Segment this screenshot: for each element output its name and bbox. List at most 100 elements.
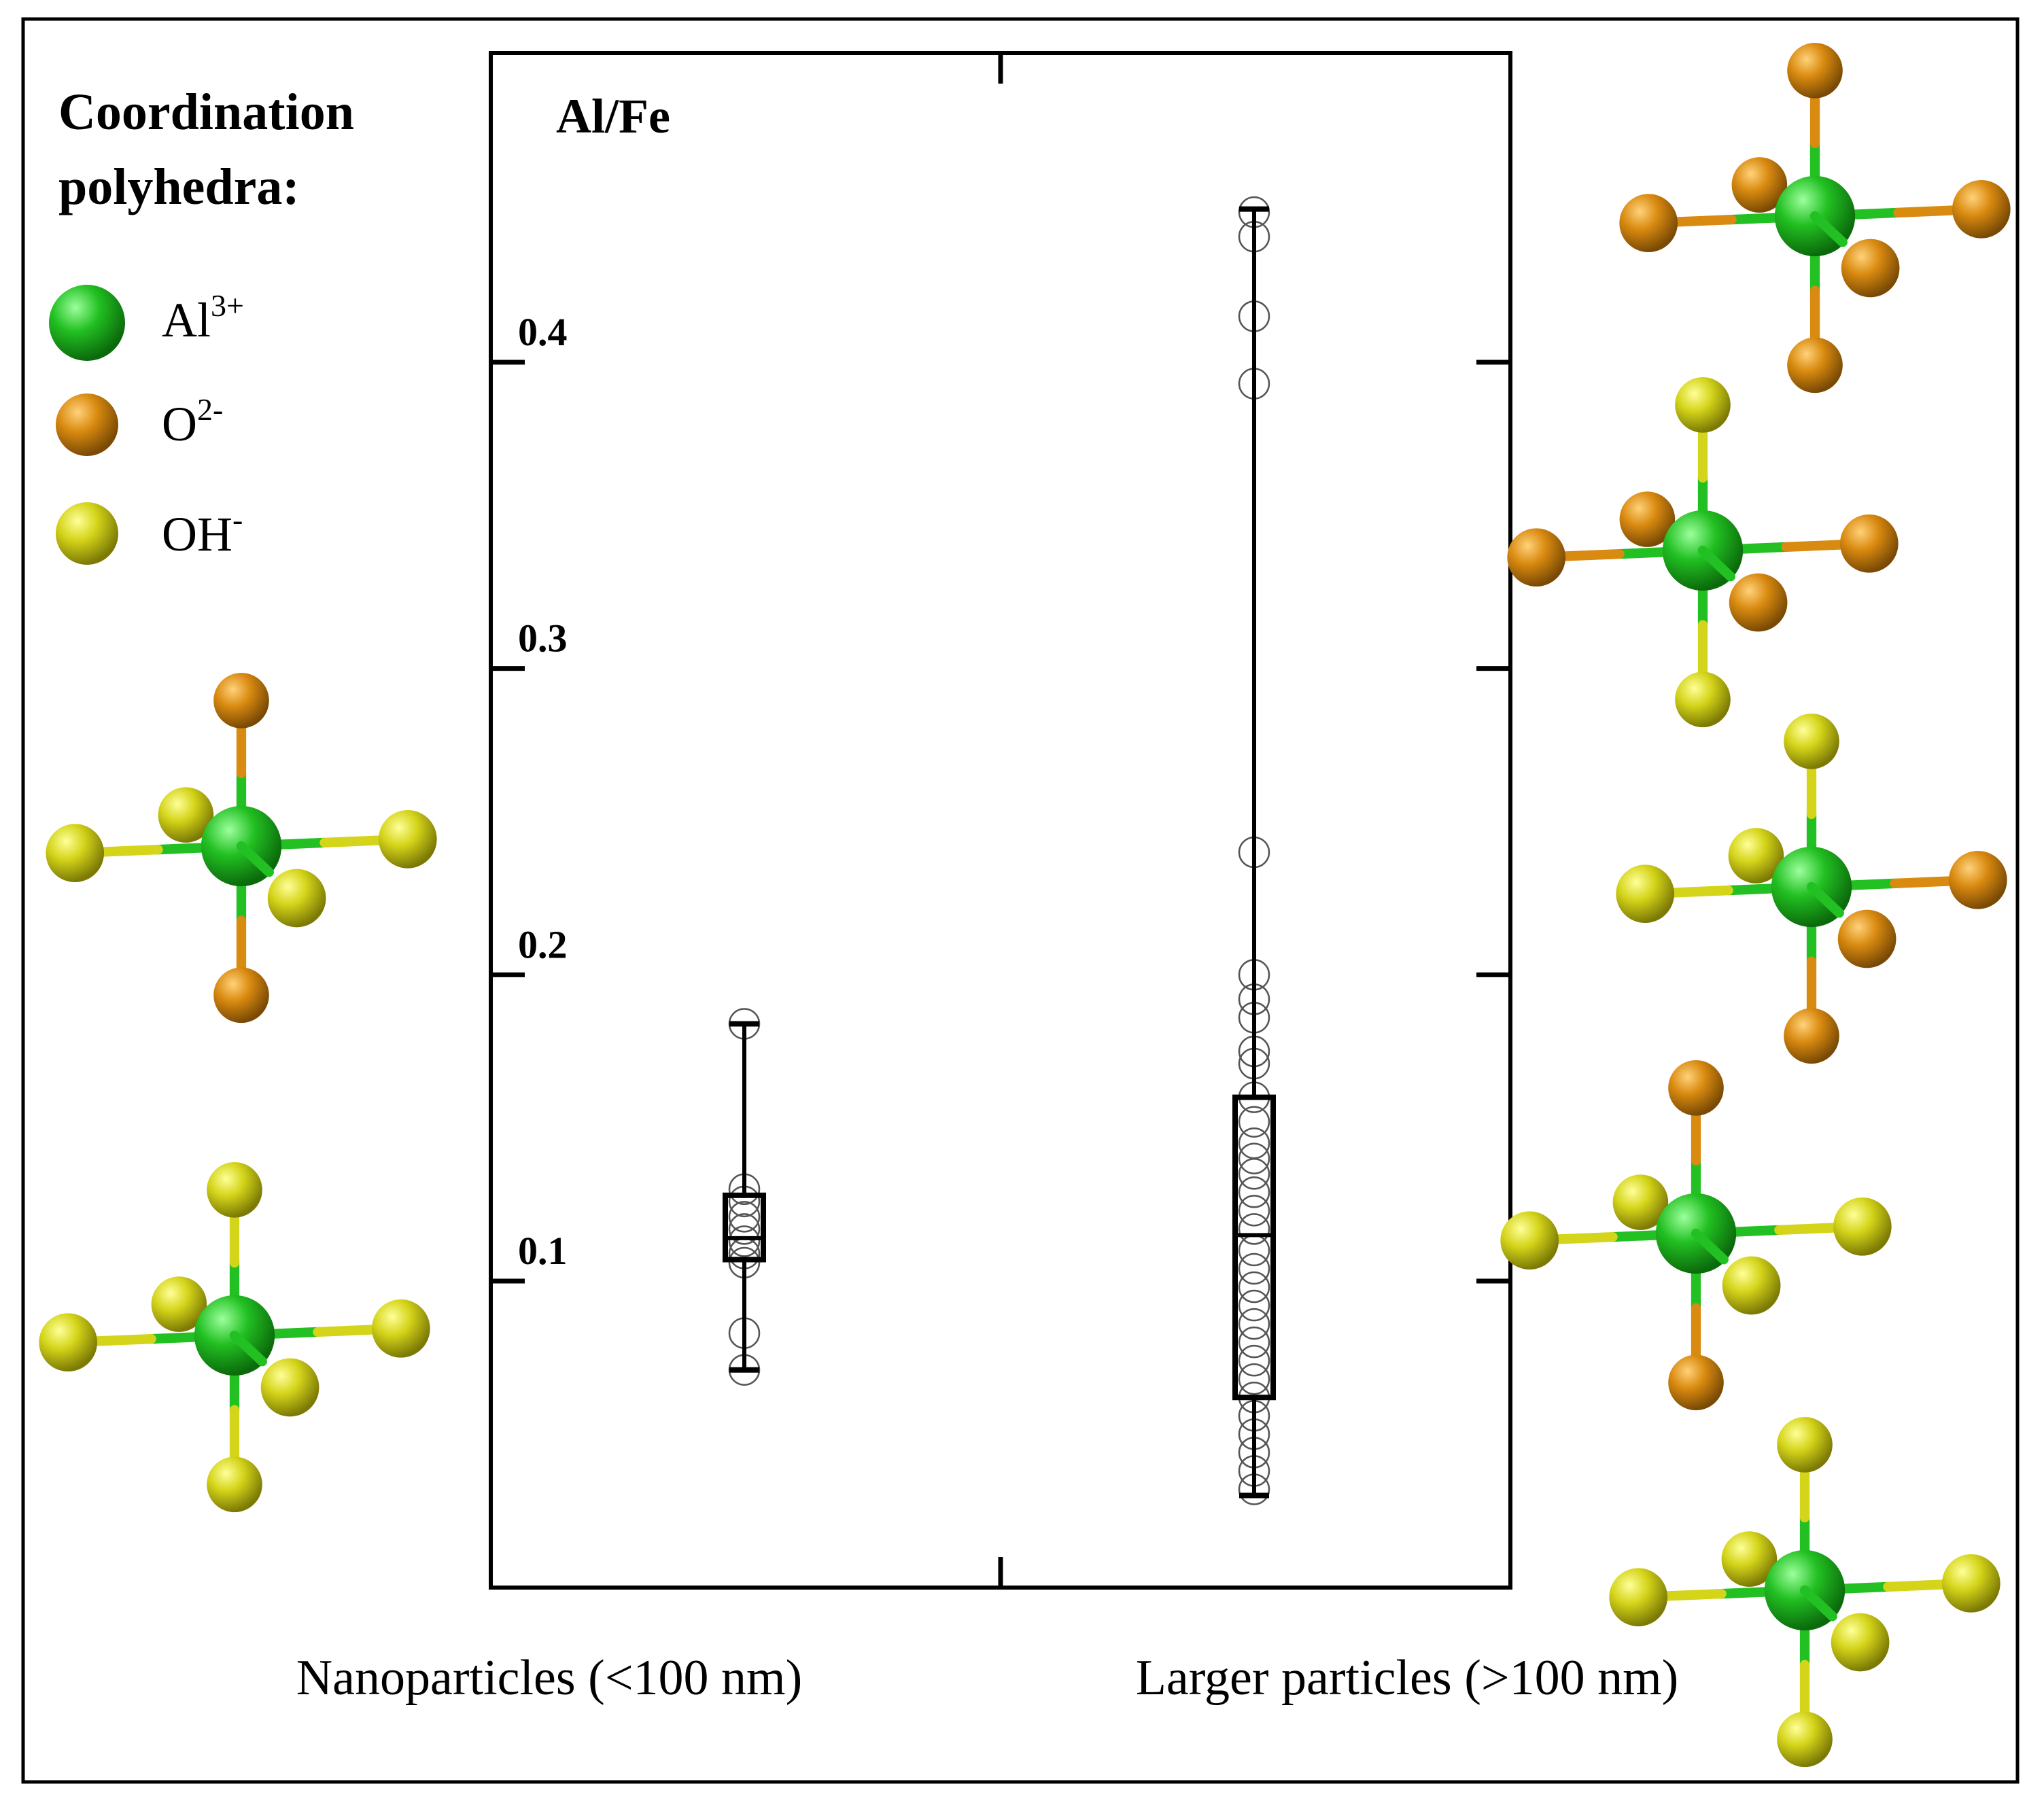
polyhedron-left-2-ligand-sphere-icon-0 — [207, 1162, 262, 1218]
data-point-1-25 — [1238, 1363, 1270, 1395]
data-point-1-17 — [1238, 1213, 1270, 1245]
polyhedron-right-4-ligand-sphere-icon-1 — [1668, 1354, 1724, 1411]
y-ticks: 0.1 0.2 0.3 0.4 — [491, 53, 1510, 1588]
legend-title-line2: polyhedra: — [58, 158, 300, 215]
polyhedron-left-1-ligand-sphere-icon-0 — [213, 673, 269, 729]
polyhedron-right-3-bond-al-5 — [1806, 881, 1844, 918]
polyhedron-right-1-ligand-sphere-icon-3 — [1952, 179, 2011, 239]
polyhedron-right-1 — [1619, 43, 2011, 393]
legend-o-sphere-icon — [56, 393, 118, 456]
polyhedron-right-3 — [1616, 714, 2007, 1064]
data-point-1-22 — [1238, 1308, 1270, 1340]
polyhedron-right-1-bond-al-5 — [1809, 211, 1848, 247]
polyhedron-left-1-ligand-sphere-icon-5 — [267, 869, 326, 928]
polyhedron-right-5-bond-al-5 — [1799, 1585, 1837, 1622]
polyhedron-right-5-ligand-sphere-icon-3 — [1941, 1554, 2000, 1613]
box-iqr-1 — [1232, 1094, 1276, 1401]
polyhedron-left-2-ligand-sphere-icon-5 — [260, 1358, 319, 1417]
polyhedron-left-2-bond-al-5 — [229, 1330, 267, 1367]
legend-title-line1: Coordination — [58, 84, 354, 141]
polyhedron-right-4-bond-al-5 — [1691, 1228, 1729, 1265]
polyhedron-left-1-ligand-sphere-icon-4 — [158, 787, 214, 843]
data-point-1-20 — [1238, 1271, 1270, 1303]
polyhedron-right-5-ligand-sphere-icon-4 — [1721, 1531, 1778, 1587]
polyhedron-right-4-ligand-sphere-icon-2 — [1500, 1211, 1559, 1270]
polyhedron-right-5 — [1609, 1417, 2000, 1768]
polyhedron-right-2-bond-al-5 — [1697, 545, 1735, 582]
data-point-0-5 — [728, 1225, 761, 1257]
y-tick-label-1: 0.2 — [518, 922, 568, 966]
polyhedron-right-1-ligand-sphere-icon-5 — [1841, 239, 1900, 298]
data-point-0-3 — [728, 1201, 761, 1233]
data-point-1-23 — [1238, 1326, 1270, 1359]
polyhedron-right-5-ligand-sphere-icon-5 — [1831, 1613, 1890, 1672]
legend: Coordination polyhedra: Al3+ O2- OH- — [49, 84, 354, 565]
polyhedron-right-3-ligand-sphere-icon-4 — [1728, 828, 1784, 883]
polyhedron-left-1-ligand-sphere-icon-1 — [213, 967, 269, 1023]
polyhedron-left-2-ligand-sphere-icon-1 — [207, 1456, 262, 1513]
polyhedron-left-1-bond-al-5 — [236, 841, 274, 877]
polyhedron-right-3-ligand-sphere-icon-3 — [1948, 850, 2007, 909]
polyhedron-right-2-ligand-sphere-icon-5 — [1729, 573, 1788, 632]
y-tick-label-3: 0.4 — [518, 310, 568, 354]
legend-al-sphere-icon — [49, 285, 125, 361]
polyhedron-left-2-ligand-sphere-icon-2 — [39, 1313, 98, 1372]
data-point-1-21 — [1238, 1289, 1270, 1322]
data-point-0-4 — [728, 1213, 761, 1245]
legend-al-label: Al3+ — [162, 288, 244, 347]
data-point-1-11 — [1238, 1106, 1270, 1138]
legend-o-charge: 2- — [197, 392, 223, 427]
polyhedron-right-3-ligand-sphere-icon-5 — [1837, 909, 1896, 968]
boxes — [723, 196, 1276, 1505]
polyhedron-right-5-ligand-sphere-icon-1 — [1777, 1711, 1833, 1768]
polyhedron-right-5-ligand-sphere-icon-0 — [1777, 1417, 1833, 1473]
legend-oh-sphere-icon — [56, 502, 118, 565]
polyhedron-left-1-ligand-sphere-icon-3 — [378, 809, 437, 869]
y-tick-label-2: 0.3 — [518, 616, 568, 661]
polyhedron-right-4-ligand-sphere-icon-3 — [1833, 1197, 1892, 1256]
polyhedron-left-2-ligand-sphere-icon-3 — [371, 1299, 430, 1358]
legend-oh-base: OH — [162, 507, 232, 561]
legend-oh-label: OH- — [162, 502, 243, 561]
polyhedron-right-4-ligand-sphere-icon-0 — [1668, 1060, 1724, 1116]
box-plot: Al/Fe 0.1 0.2 0.3 0.4 Nanoparticles (<100 n… — [296, 51, 1679, 1706]
polyhedron-left-1-ligand-sphere-icon-2 — [46, 824, 105, 883]
polyhedron-left-2 — [39, 1162, 430, 1513]
polyhedron-right-2-ligand-sphere-icon-2 — [1507, 528, 1566, 587]
polyhedron-right-2 — [1507, 377, 1899, 728]
y-axis-label: Al/Fe — [556, 89, 670, 143]
polyhedron-left-1 — [46, 673, 437, 1023]
box-iqr-0 — [723, 1192, 766, 1263]
box-0 — [723, 1008, 766, 1386]
outer-frame — [21, 17, 2020, 1784]
data-point-1-13 — [1238, 1142, 1270, 1174]
polyhedron-right-3-ligand-sphere-icon-2 — [1616, 864, 1675, 924]
polyhedron-right-1-ligand-sphere-icon-2 — [1619, 194, 1678, 253]
polyhedron-right-1-ligand-sphere-icon-1 — [1787, 337, 1843, 393]
legend-o-label: O2- — [162, 392, 223, 451]
polyhedron-right-4 — [1500, 1060, 1892, 1411]
data-point-1-14 — [1238, 1158, 1270, 1190]
polyhedron-right-4-ligand-sphere-icon-4 — [1612, 1174, 1669, 1230]
polyhedron-right-3-ligand-sphere-icon-0 — [1784, 714, 1839, 769]
polyhedron-right-2-ligand-sphere-icon-4 — [1619, 491, 1676, 547]
polyhedron-right-1-ligand-sphere-icon-4 — [1731, 157, 1788, 213]
data-point-1-16 — [1238, 1195, 1270, 1227]
polyhedron-right-3-ligand-sphere-icon-1 — [1784, 1008, 1839, 1064]
polyhedron-left-2-ligand-sphere-icon-4 — [151, 1276, 207, 1332]
polyhedron-right-2-ligand-sphere-icon-1 — [1675, 671, 1731, 728]
legend-al-charge: 3+ — [211, 288, 244, 323]
coordination-polyhedra — [39, 43, 2011, 1768]
polyhedron-right-4-ligand-sphere-icon-5 — [1722, 1256, 1781, 1315]
data-point-1-19 — [1238, 1253, 1270, 1285]
polyhedron-right-5-ligand-sphere-icon-2 — [1609, 1568, 1668, 1627]
category-label-larger-particles: Larger particles (>100 nm) — [1136, 1650, 1679, 1706]
box-1 — [1232, 196, 1276, 1505]
polyhedron-right-1-ligand-sphere-icon-0 — [1787, 43, 1843, 99]
polyhedron-right-2-ligand-sphere-icon-0 — [1675, 377, 1731, 433]
polyhedron-right-2-ligand-sphere-icon-3 — [1839, 514, 1899, 573]
legend-o-base: O — [162, 397, 197, 451]
y-tick-label-0: 0.1 — [518, 1229, 568, 1273]
data-point-1-24 — [1238, 1344, 1270, 1377]
